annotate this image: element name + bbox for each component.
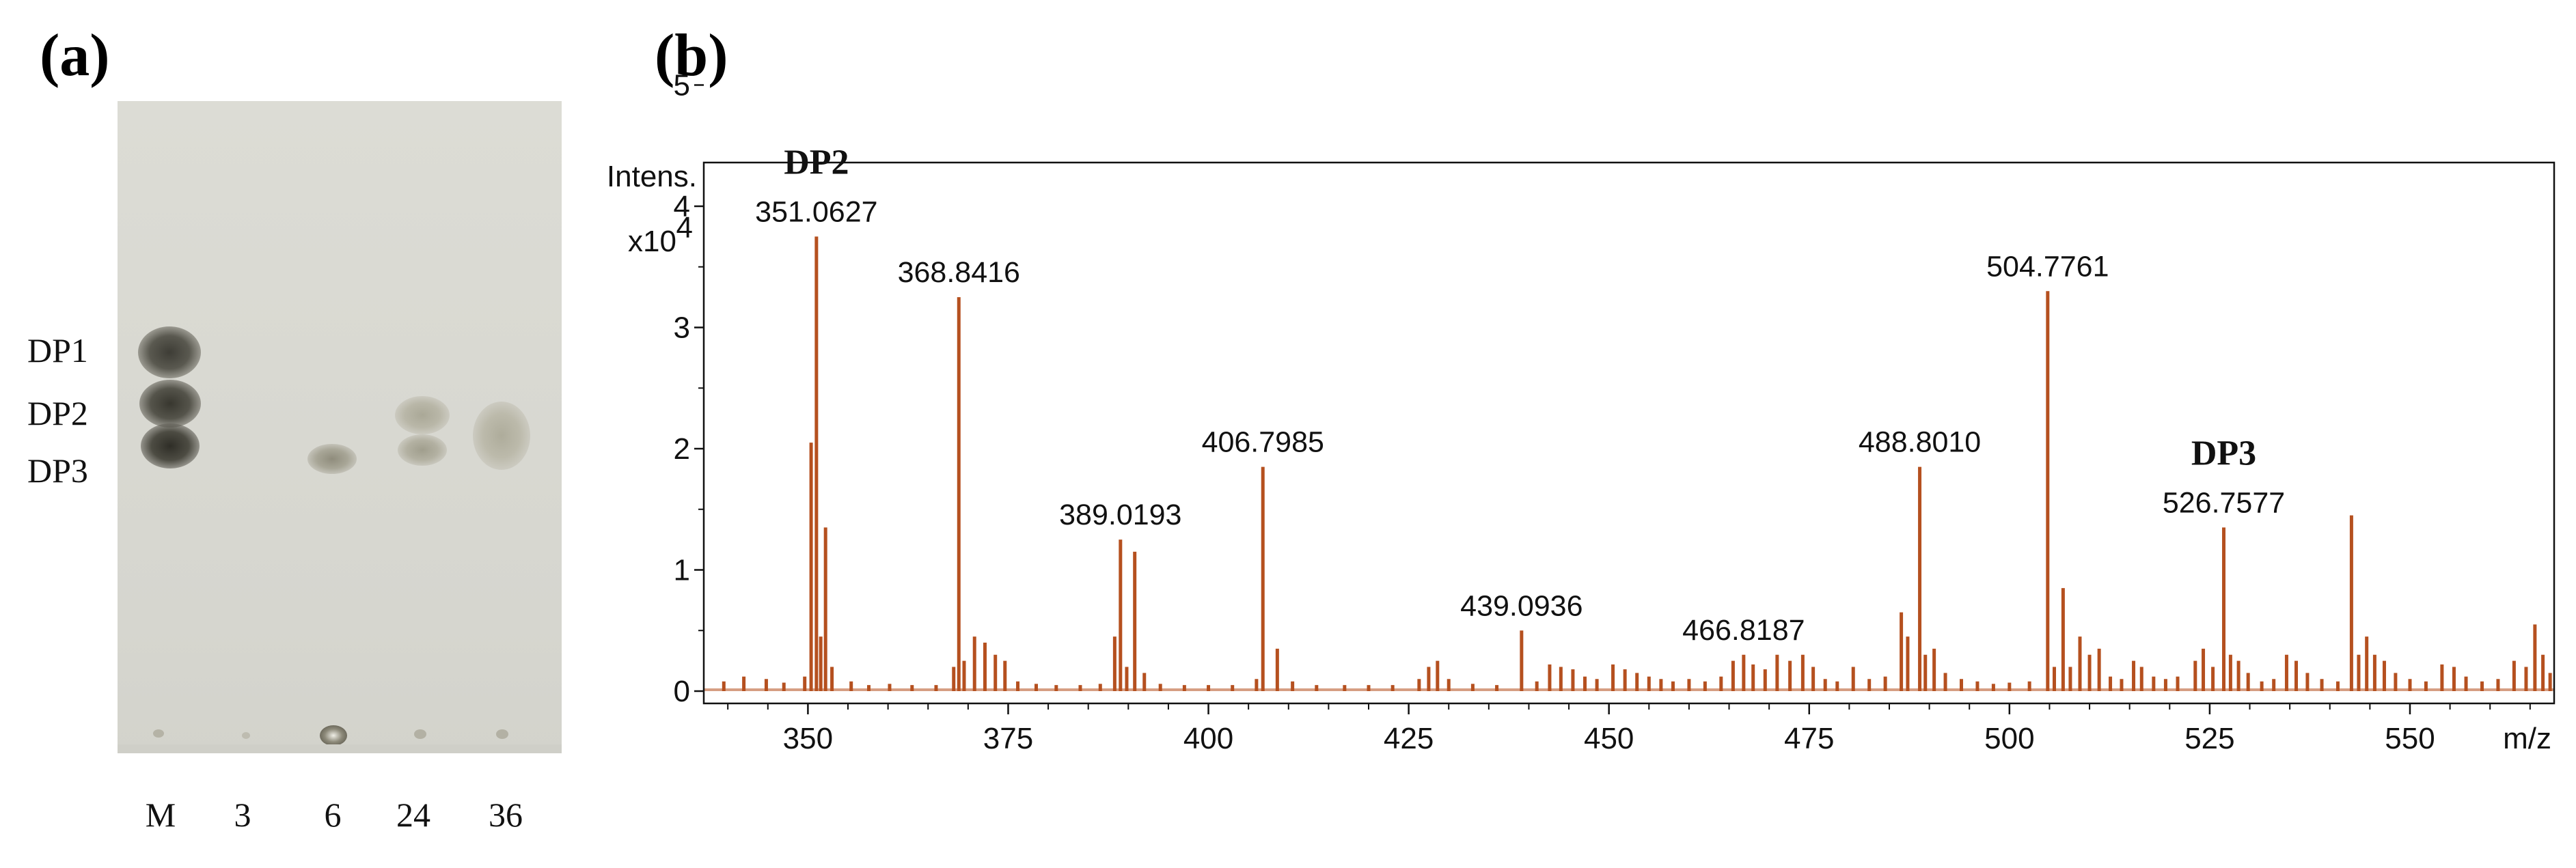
- x-tick-label-450: 450: [1584, 722, 1634, 755]
- x-tick-label-375: 375: [983, 722, 1033, 755]
- label-layer: 351.0627 368.8416 389.0193 406.7985 439.0936…: [755, 143, 2285, 646]
- lane-label-6: 6: [324, 796, 342, 834]
- tlc-origin-m: [153, 729, 164, 738]
- group-label-0: DP2: [784, 143, 849, 182]
- peak-label-0: 351.0627: [755, 195, 877, 228]
- tlc-spot-lane6: [307, 444, 357, 474]
- axis-layer: 0 1 2 3 4 5 350 375 400 425 450 475 500 525 550 Intens.…: [607, 69, 2556, 755]
- y-tick-label-2: 2: [674, 432, 690, 466]
- x-tick-label-425: 425: [1384, 722, 1434, 755]
- tlc-origin-24: [414, 729, 426, 739]
- tlc-origin-3: [242, 732, 250, 739]
- tlc-origin-36: [496, 729, 508, 739]
- peak-label-1: 368.8416: [898, 256, 1020, 289]
- x-tick-label-400: 400: [1183, 722, 1233, 755]
- marker-label-dp3: DP3: [27, 451, 88, 490]
- tlc-spot-m-dp2: [139, 380, 201, 428]
- tlc-spot-m-dp1: [138, 326, 201, 378]
- tlc-spot-lane24-a: [395, 396, 450, 434]
- y-tick-label-5: 5: [674, 69, 690, 102]
- panel-label-a: (a): [40, 23, 110, 89]
- y-tick-label-1: 1: [674, 554, 690, 587]
- tlc-spot-lane36: [473, 402, 530, 470]
- marker-label-dp2: DP2: [27, 394, 88, 432]
- lane-label-36: 36: [489, 796, 523, 834]
- plot-frame: [702, 161, 2556, 705]
- x-tick-label-525: 525: [2184, 722, 2234, 755]
- group-label-1: DP3: [2191, 434, 2256, 473]
- peak-label-3: 406.7985: [1202, 426, 1324, 459]
- tlc-baseline: [118, 744, 562, 753]
- x-tick-label-350: 350: [783, 722, 833, 755]
- x-tick-label-475: 475: [1784, 722, 1834, 755]
- peak-label-8: 526.7577: [2163, 486, 2285, 519]
- tlc-plate: [118, 101, 562, 753]
- peak-label-5: 466.8187: [1682, 614, 1805, 647]
- y-axis-multiplier: x10: [628, 225, 676, 258]
- peak-label-4: 439.0936: [1460, 589, 1582, 622]
- x-tick-label-550: 550: [2385, 722, 2435, 755]
- panel-label-b: (b): [655, 23, 728, 89]
- y-tick-label-4: 4: [674, 190, 690, 223]
- peak-label-7: 504.7761: [1986, 250, 2109, 283]
- x-tick-label-500: 500: [1984, 722, 2034, 755]
- lane-label-24: 24: [396, 796, 430, 834]
- y-axis-exponent: 4: [676, 211, 693, 244]
- y-tick-label-0: 0: [674, 675, 690, 708]
- y-tick-label-3: 3: [674, 311, 690, 345]
- marker-label-dp1: DP1: [27, 331, 88, 369]
- tlc-spot-lane24-b: [398, 434, 447, 466]
- peaks-layer: [704, 236, 2554, 691]
- tlc-spot-m-dp3: [141, 423, 200, 468]
- lane-label-m: M: [145, 796, 176, 834]
- lane-label-3: 3: [234, 796, 251, 834]
- y-axis-label: Intens.: [607, 160, 697, 193]
- peak-label-6: 488.8010: [1859, 426, 1981, 459]
- x-axis-label: m/z: [2503, 722, 2551, 755]
- peak-label-2: 389.0193: [1059, 499, 1181, 531]
- tlc-origin-6: [320, 725, 347, 746]
